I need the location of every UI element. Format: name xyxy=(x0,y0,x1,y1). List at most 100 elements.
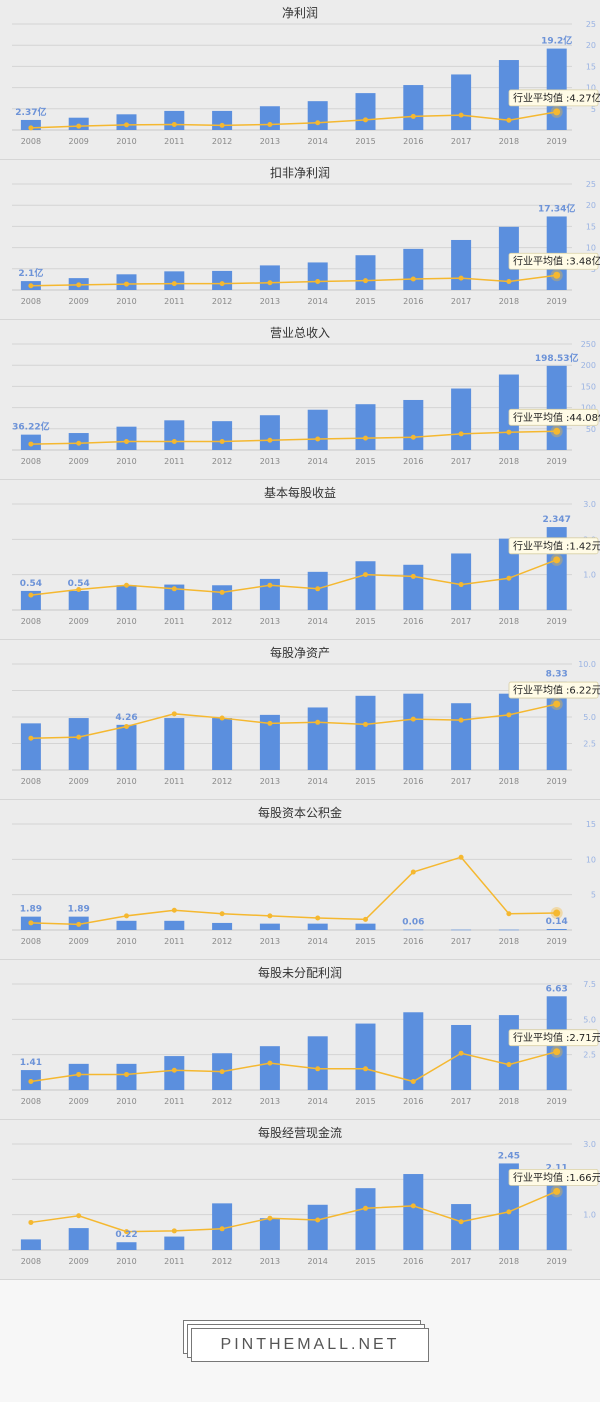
line-point[interactable] xyxy=(219,715,225,721)
line-point[interactable] xyxy=(553,1187,561,1195)
line-point[interactable] xyxy=(76,921,82,927)
line-point[interactable] xyxy=(553,1048,561,1056)
bar[interactable] xyxy=(498,538,519,610)
line-point[interactable] xyxy=(363,117,368,123)
bar[interactable] xyxy=(259,1218,280,1250)
line-point[interactable] xyxy=(124,724,129,730)
line-point[interactable] xyxy=(76,1071,82,1077)
bar[interactable] xyxy=(307,1204,328,1250)
line-point[interactable] xyxy=(410,716,416,722)
bar[interactable] xyxy=(259,1046,280,1090)
line-point[interactable] xyxy=(363,572,368,578)
bar[interactable] xyxy=(259,714,280,770)
line-point[interactable] xyxy=(410,276,416,282)
bar[interactable] xyxy=(355,255,376,290)
line-point[interactable] xyxy=(219,281,225,287)
bar[interactable] xyxy=(164,420,185,450)
line-point[interactable] xyxy=(171,121,177,127)
bar[interactable] xyxy=(498,693,519,770)
line-point[interactable] xyxy=(410,573,416,579)
line-point[interactable] xyxy=(315,586,321,592)
line-point[interactable] xyxy=(315,436,321,442)
bar[interactable] xyxy=(498,1015,519,1090)
line-point[interactable] xyxy=(506,429,512,435)
bar[interactable] xyxy=(164,110,185,130)
bar[interactable] xyxy=(451,74,472,130)
bar[interactable] xyxy=(259,415,280,450)
line-point[interactable] xyxy=(553,700,561,708)
bar[interactable] xyxy=(259,923,280,930)
line-point[interactable] xyxy=(267,437,273,443)
line-point[interactable] xyxy=(410,434,416,440)
line-point[interactable] xyxy=(267,1060,273,1066)
line-point[interactable] xyxy=(458,431,464,437)
bar[interactable] xyxy=(307,409,328,450)
bar[interactable] xyxy=(164,1236,185,1250)
bar[interactable] xyxy=(116,1242,137,1250)
line-point[interactable] xyxy=(363,916,368,922)
bar[interactable] xyxy=(259,265,280,290)
line-point[interactable] xyxy=(267,582,273,588)
bar[interactable] xyxy=(212,718,233,770)
line-point[interactable] xyxy=(76,734,82,740)
bar[interactable] xyxy=(307,707,328,770)
line-point[interactable] xyxy=(219,1069,225,1075)
line-point[interactable] xyxy=(315,279,321,285)
line-point[interactable] xyxy=(28,920,34,926)
bar[interactable] xyxy=(116,724,137,770)
line-point[interactable] xyxy=(315,120,321,126)
bar[interactable] xyxy=(212,270,233,290)
line-point[interactable] xyxy=(219,1226,225,1232)
bar[interactable] xyxy=(20,723,41,770)
bar[interactable] xyxy=(116,920,137,930)
bar[interactable] xyxy=(403,1174,424,1250)
line-point[interactable] xyxy=(267,720,273,726)
line-point[interactable] xyxy=(76,1213,82,1219)
line-point[interactable] xyxy=(458,1050,464,1056)
bar[interactable] xyxy=(403,399,424,450)
line-point[interactable] xyxy=(219,439,225,445)
bar[interactable] xyxy=(451,929,472,931)
bar[interactable] xyxy=(403,693,424,770)
line-point[interactable] xyxy=(124,122,129,128)
bar[interactable] xyxy=(212,421,233,450)
bar[interactable] xyxy=(116,114,137,130)
line-point[interactable] xyxy=(28,592,34,598)
bar[interactable] xyxy=(403,929,424,931)
line-point[interactable] xyxy=(76,587,82,593)
line-point[interactable] xyxy=(28,125,34,131)
bar[interactable] xyxy=(355,1023,376,1090)
site-logo[interactable]: PINTHEMALL.NET xyxy=(183,1320,429,1362)
bar[interactable] xyxy=(355,695,376,770)
bar[interactable] xyxy=(116,426,137,450)
line-point[interactable] xyxy=(553,909,561,917)
bar[interactable] xyxy=(68,590,89,610)
bar[interactable] xyxy=(20,1239,41,1250)
bar[interactable] xyxy=(307,262,328,290)
line-point[interactable] xyxy=(171,586,177,592)
bar[interactable] xyxy=(451,239,472,290)
line-point[interactable] xyxy=(506,712,512,718)
line-point[interactable] xyxy=(28,1219,34,1225)
line-point[interactable] xyxy=(124,281,129,287)
bar[interactable] xyxy=(68,718,89,770)
line-point[interactable] xyxy=(171,907,177,913)
bar[interactable] xyxy=(546,48,567,131)
line-point[interactable] xyxy=(267,121,273,127)
line-point[interactable] xyxy=(506,279,512,285)
bar[interactable] xyxy=(164,920,185,930)
line-point[interactable] xyxy=(267,1215,273,1221)
line-point[interactable] xyxy=(28,1079,34,1085)
line-point[interactable] xyxy=(458,1219,464,1225)
line-point[interactable] xyxy=(315,915,321,921)
bar[interactable] xyxy=(546,365,567,450)
bar[interactable] xyxy=(498,929,519,931)
line-point[interactable] xyxy=(124,1229,129,1235)
line-point[interactable] xyxy=(28,441,34,447)
bar[interactable] xyxy=(307,923,328,930)
bar[interactable] xyxy=(212,585,233,610)
line-point[interactable] xyxy=(506,1062,512,1068)
bar[interactable] xyxy=(451,553,472,610)
line-point[interactable] xyxy=(553,271,561,279)
line-point[interactable] xyxy=(219,911,225,917)
